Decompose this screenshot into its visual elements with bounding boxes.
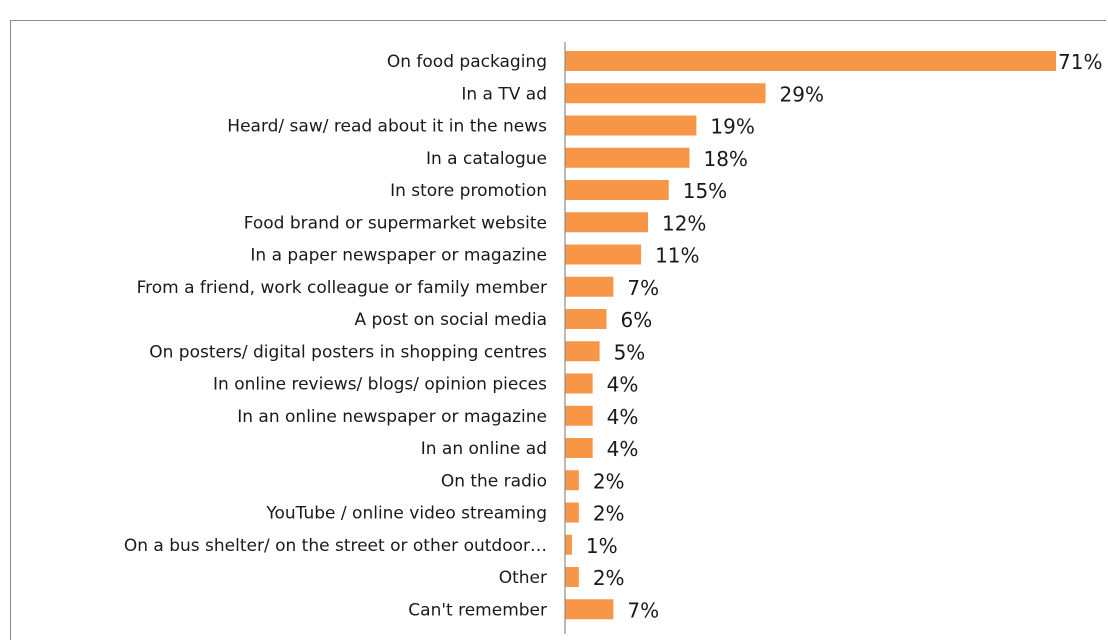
bar bbox=[565, 534, 572, 555]
bar bbox=[565, 212, 648, 233]
bar bbox=[565, 502, 579, 523]
chart-frame bbox=[10, 20, 1106, 640]
category-label: In a TV ad bbox=[461, 84, 547, 104]
bar bbox=[565, 470, 579, 491]
bar bbox=[565, 373, 593, 394]
value-label: 15% bbox=[683, 179, 727, 203]
value-label: 2% bbox=[593, 566, 625, 590]
bar bbox=[565, 599, 614, 620]
category-label: On posters/ digital posters in shopping … bbox=[149, 342, 547, 362]
value-label: 4% bbox=[607, 405, 639, 429]
bar bbox=[565, 276, 614, 297]
category-label: In store promotion bbox=[390, 181, 547, 201]
bar bbox=[565, 567, 579, 587]
bar bbox=[565, 83, 766, 104]
category-labels-group: On food packaging In a TV ad Heard/ saw/ r… bbox=[124, 52, 547, 620]
bars-group bbox=[565, 51, 1056, 620]
value-label: 18% bbox=[703, 147, 747, 171]
bar bbox=[565, 309, 607, 329]
value-label: 7% bbox=[627, 276, 659, 300]
category-label: A post on social media bbox=[354, 310, 547, 330]
value-label: 6% bbox=[620, 308, 652, 332]
bar bbox=[565, 244, 642, 265]
value-label: 19% bbox=[710, 115, 754, 139]
category-label: Heard/ saw/ read about it in the news bbox=[227, 117, 547, 137]
category-label: Food brand or supermarket website bbox=[244, 213, 547, 233]
category-label: On a bus shelter/ on the street or other… bbox=[124, 536, 547, 556]
value-label: 11% bbox=[655, 244, 699, 268]
value-label: 5% bbox=[614, 340, 646, 364]
bar bbox=[565, 147, 690, 168]
bar bbox=[565, 51, 1056, 71]
category-label: In a catalogue bbox=[426, 149, 547, 169]
category-label: Can't remember bbox=[408, 600, 547, 620]
bar bbox=[565, 438, 593, 458]
bar bbox=[565, 115, 697, 136]
value-label: 12% bbox=[662, 211, 706, 235]
category-label: In an online ad bbox=[421, 439, 547, 459]
value-label: 2% bbox=[593, 469, 625, 493]
value-label: 71% bbox=[1058, 50, 1102, 74]
category-label: YouTube / online video streaming bbox=[265, 504, 547, 524]
value-label: 4% bbox=[607, 437, 639, 461]
category-label: On the radio bbox=[441, 471, 547, 491]
value-label: 2% bbox=[593, 502, 625, 526]
bar bbox=[565, 180, 669, 200]
category-label: From a friend, work colleague or family … bbox=[137, 278, 547, 298]
category-label: Other bbox=[499, 568, 547, 588]
value-label: 1% bbox=[586, 534, 618, 558]
category-label: On food packaging bbox=[387, 52, 547, 72]
value-label: 7% bbox=[627, 598, 659, 622]
category-label: In a paper newspaper or magazine bbox=[250, 246, 547, 266]
value-label: 4% bbox=[607, 373, 639, 397]
category-label: In an online newspaper or magazine bbox=[237, 407, 547, 427]
bar bbox=[565, 405, 593, 426]
bar bbox=[565, 341, 600, 362]
value-labels-group: 71% 29% 19% 18% 15% 12% 11% 7% 6% 5% 4% 4% 4% 2% 2% 1% 2… bbox=[586, 50, 1103, 622]
category-label: In online reviews/ blogs/ opinion pieces bbox=[213, 375, 547, 395]
value-label: 29% bbox=[780, 82, 824, 106]
